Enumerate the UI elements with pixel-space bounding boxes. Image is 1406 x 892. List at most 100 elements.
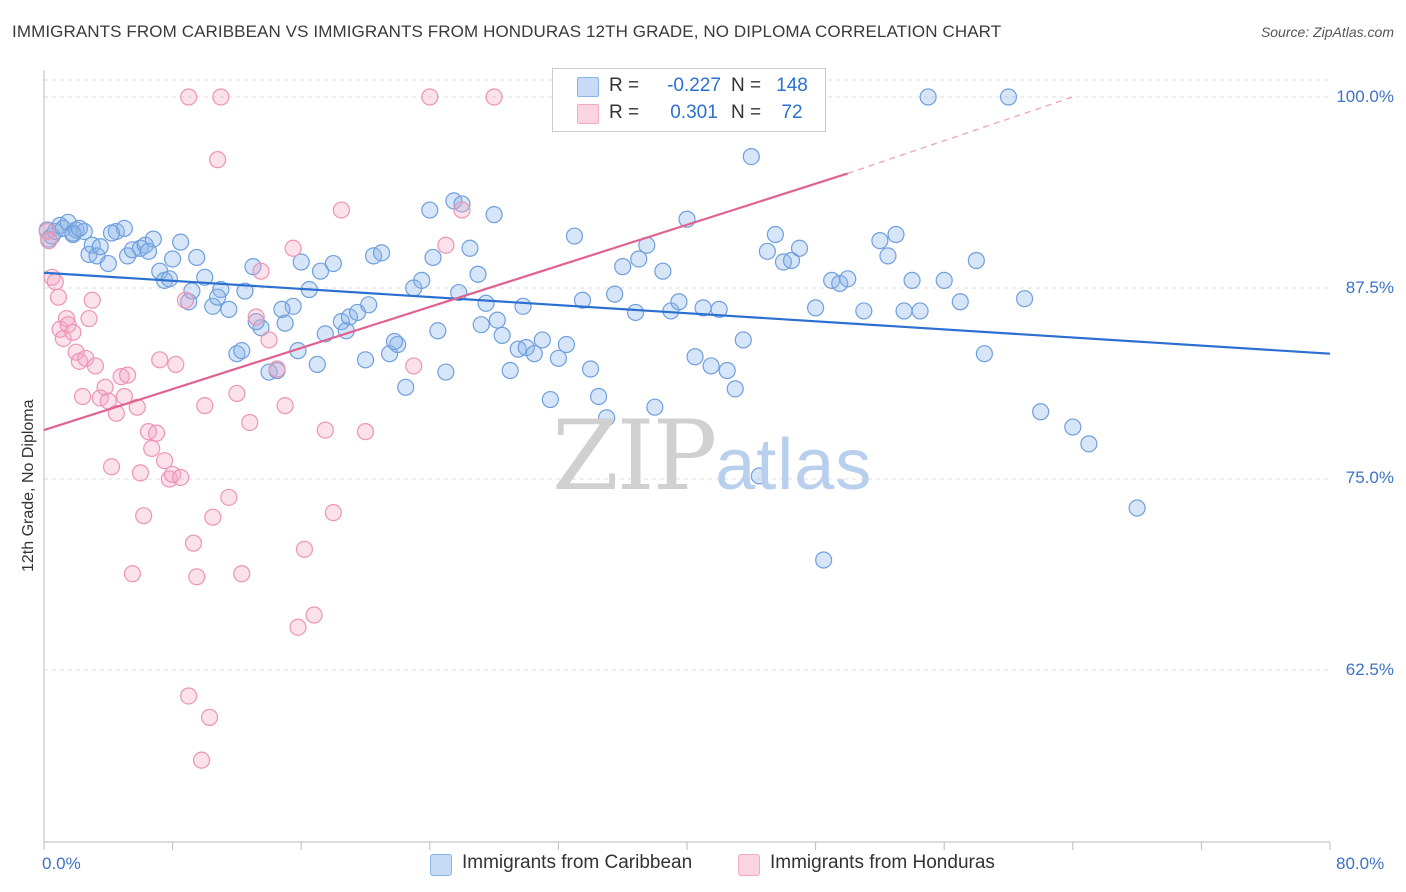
data-point [204,297,222,315]
data-point [614,258,632,276]
data-point [295,540,314,558]
chart-title: IMMIGRANTS FROM CARIBBEAN VS IMMIGRANTS … [12,22,1002,41]
n-label: N = [731,102,762,123]
data-point [742,147,760,166]
data-point [790,239,809,257]
data-point [151,351,169,369]
data-point [360,296,378,314]
data-point [86,357,105,375]
data-point [782,251,801,270]
data-point [112,368,130,386]
data-point [372,244,391,262]
data-point [967,251,985,270]
legend-label: Immigrants from Caribbean [462,852,693,873]
data-point [557,335,576,354]
y-tick-label: 75.0% [1345,468,1394,487]
data-point [80,309,98,328]
data-point [49,288,68,306]
legend-swatch-honduras [738,854,760,876]
data-point [184,534,203,552]
watermark-zip: ZIP [552,400,717,512]
data-point [252,262,270,280]
legend-swatch-caribbean [577,77,599,97]
data-point [135,507,153,525]
data-point [167,355,185,373]
data-point [919,88,937,106]
data-point [260,331,278,349]
x-tick-label-min: 0.0% [42,854,81,873]
data-point [806,299,825,317]
data-point [670,293,688,311]
data-point [332,201,350,219]
data-point [485,88,503,106]
data-point [160,270,178,288]
data-point [40,232,58,250]
data-point [935,271,953,289]
n-label: N = [731,75,762,96]
data-point [196,268,214,286]
data-point [493,326,511,344]
data-point [212,88,230,106]
data-point [421,201,439,219]
data-point [1064,418,1082,436]
data-point [549,349,568,367]
data-point [308,355,326,373]
watermark: ZIPatlas [552,400,872,512]
data-point [606,285,624,303]
data-point [879,247,897,265]
data-point [139,242,158,260]
data-point [389,335,407,354]
data-point [1080,435,1098,453]
data-point [421,88,439,106]
data-point [228,384,246,403]
data-point [630,250,648,268]
data-point [726,380,744,398]
data-point [453,201,471,219]
data-point [99,254,117,273]
data-point [766,225,785,244]
data-point [123,565,142,583]
data-point [131,464,150,482]
data-point [284,239,302,257]
data-point [356,351,375,369]
watermark-atlas: atlas [715,425,873,505]
data-point [461,239,479,257]
n-value: 148 [776,75,808,96]
r-value: 0.301 [670,102,718,123]
data-point [204,508,222,526]
data-point [268,360,286,378]
data-point [871,232,889,250]
data-point [533,331,551,349]
data-point [485,206,503,224]
data-point [525,345,543,363]
data-point [1128,499,1146,517]
r-label: R = [609,102,640,123]
data-point [241,413,259,432]
trend-lines [43,96,1331,432]
data-point [83,291,101,309]
series-honduras-points [38,88,736,769]
data-point [1032,403,1050,421]
data-point [228,345,246,363]
data-point [469,265,487,283]
data-point [102,224,121,242]
data-point [488,311,506,329]
data-point [903,271,921,289]
data-point [626,303,645,322]
data-point [356,423,375,441]
data-point [397,378,415,396]
data-point [975,345,993,363]
data-point [702,357,720,375]
data-point [247,308,265,326]
data-point [324,504,342,522]
data-point [332,313,350,331]
axes [43,70,1331,850]
data-point [718,361,736,380]
data-point [453,195,471,213]
y-tick-label: 62.5% [1345,660,1394,679]
data-point [64,323,82,341]
data-point [815,551,833,569]
data-point [686,348,704,366]
data-point [220,300,238,318]
